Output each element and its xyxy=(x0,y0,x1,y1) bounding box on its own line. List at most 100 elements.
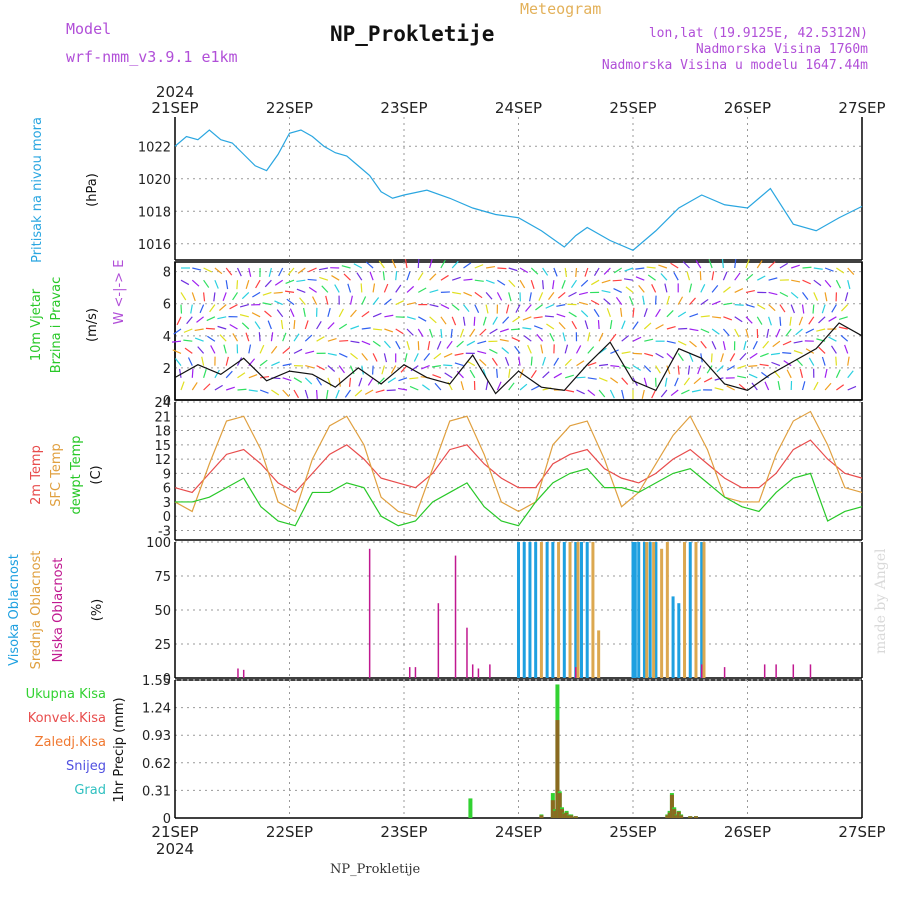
wind-barb-29-4 xyxy=(502,316,510,324)
wind-barb-38-0 xyxy=(603,267,611,275)
wind-barb-45-1 xyxy=(686,271,691,281)
wind-barb-21-9 xyxy=(409,377,419,380)
wind-barb-25-5 xyxy=(459,328,465,338)
temp-line-1 xyxy=(174,410,863,517)
wind-barb-51-4 xyxy=(756,316,763,325)
precip-conv-bar-6 xyxy=(560,809,565,818)
y-tick-2-7: 18 xyxy=(154,425,171,440)
wind-barb-43-6 xyxy=(666,340,676,344)
wind-barb-3-9 xyxy=(214,369,220,379)
wind-barb-0-7 xyxy=(172,349,182,354)
wind-barb-20-2 xyxy=(406,285,415,293)
wind-barb-58-9 xyxy=(835,369,841,379)
wind-barb-10-1 xyxy=(285,279,295,284)
wind-barb-2-5 xyxy=(194,328,204,332)
wind-barb-46-3 xyxy=(700,298,709,306)
wind-barb-51-8 xyxy=(748,365,758,367)
wind-barb-56-0 xyxy=(813,267,823,270)
wind-barb-50-3 xyxy=(745,304,755,308)
wind-barb-56-2 xyxy=(813,292,819,301)
wind-barb-29-5 xyxy=(499,328,509,333)
cloud-ylabel-high: Visoka Oblacnost xyxy=(7,554,22,666)
wind-barb-50-7 xyxy=(739,352,747,361)
wind-barb-59-8 xyxy=(847,356,850,366)
wind-barb-12-6 xyxy=(316,336,325,342)
wind-barb-17-4 xyxy=(372,312,382,318)
wind-barb-21-1 xyxy=(417,272,424,281)
wind-barb-48-6 xyxy=(722,341,726,351)
wind-barb-9-0 xyxy=(278,267,284,277)
wind-barb-33-1 xyxy=(552,280,555,290)
pressure-unit: (hPa) xyxy=(85,173,100,207)
wind-barb-14-8 xyxy=(338,365,345,374)
pressure-ylabel: Pritisak na nivou mora xyxy=(30,117,45,263)
precip-conv-bar-19 xyxy=(688,816,693,818)
wind-barb-57-7 xyxy=(818,346,826,354)
wind-barb-5-9 xyxy=(237,372,246,379)
cloud-bar-2-12 xyxy=(700,664,703,678)
y-tick-2-6: 15 xyxy=(154,439,171,454)
wind-barb-53-10 xyxy=(777,381,781,391)
wind-barb-57-8 xyxy=(821,356,826,366)
wind-barb-52-4 xyxy=(768,316,772,326)
wind-barb-6-5 xyxy=(241,322,250,330)
y-tick-2-1: 0 xyxy=(163,510,171,525)
cloud-bar-1-5 xyxy=(597,630,601,678)
wind-barb-1-2 xyxy=(191,292,196,302)
precip-conv-bar-4 xyxy=(555,720,560,818)
wind-barb-41-1 xyxy=(635,276,645,281)
wind-barb-41-8 xyxy=(643,365,652,373)
wind-barb-29-0 xyxy=(508,267,518,272)
wind-barb-48-1 xyxy=(722,271,728,281)
wind-barb-15-3 xyxy=(349,295,353,305)
wind-barb-12-5 xyxy=(316,320,322,330)
wind-barb-25-2 xyxy=(463,291,473,297)
wind-barb-59-7 xyxy=(844,344,849,354)
wind-barb-59-4 xyxy=(838,316,848,321)
y-tick-4-2: 0.62 xyxy=(142,757,171,772)
wind-barb-42-5 xyxy=(655,324,664,330)
wind-barb-18-7 xyxy=(383,353,388,363)
wind-barb-28-1 xyxy=(497,279,506,286)
wind-barb-11-6 xyxy=(304,334,313,342)
wind-barb-3-7 xyxy=(210,345,216,354)
x-tick-bottom-25SEP: 25SEP xyxy=(609,823,656,841)
wind-barb-21-4 xyxy=(418,316,427,322)
cloud-ylabel-low: Niska Oblacnost xyxy=(51,558,66,663)
wind-barb-13-5 xyxy=(327,322,335,330)
wind-barb-54-6 xyxy=(782,340,792,346)
wind-barb-32-7 xyxy=(540,344,544,354)
wind-barb-56-7 xyxy=(805,348,815,354)
wind-barb-8-6 xyxy=(270,332,274,342)
y-tick-1-3: 6 xyxy=(163,298,171,313)
wind-barb-10-5 xyxy=(293,319,296,330)
wind-barb-2-2 xyxy=(203,292,206,302)
wind-barb-42-2 xyxy=(651,284,657,293)
wind-barb-14-2 xyxy=(334,284,340,293)
cloud-bar-2-2 xyxy=(368,548,371,678)
wind-barb-19-2 xyxy=(395,284,402,293)
wind-barb-31-3 xyxy=(525,304,532,312)
cloud-bar-1-6 xyxy=(645,542,649,678)
wind-barb-5-6 xyxy=(232,333,239,342)
cloud-bar-0-7 xyxy=(574,542,578,678)
wind-barb-59-10 xyxy=(847,385,857,391)
wind-barb-53-8 xyxy=(771,361,781,367)
wind-barb-8-1 xyxy=(264,279,272,288)
wind-barb-14-6 xyxy=(339,339,349,342)
y-tick-2-2: 3 xyxy=(163,496,171,511)
wind-barb-23-3 xyxy=(440,304,450,310)
wind-barb-41-9 xyxy=(643,377,648,387)
wind-barb-51-6 xyxy=(752,340,758,350)
wind-barb-23-6 xyxy=(436,340,442,350)
x-tick-bottom-22SEP: 22SEP xyxy=(266,823,313,841)
y-tick-0-0: 1016 xyxy=(138,238,171,253)
wind-barb-0-10 xyxy=(180,381,185,391)
wind-barb-43-4 xyxy=(666,310,674,318)
cloud-bar-1-2 xyxy=(568,542,572,678)
wind-barb-53-6 xyxy=(772,340,781,348)
precip-total-bar-0 xyxy=(468,798,473,818)
year-label-bottom: 2024 xyxy=(156,840,194,858)
wind-barb-25-4 xyxy=(462,316,466,326)
wind-barb-28-8 xyxy=(491,357,498,366)
